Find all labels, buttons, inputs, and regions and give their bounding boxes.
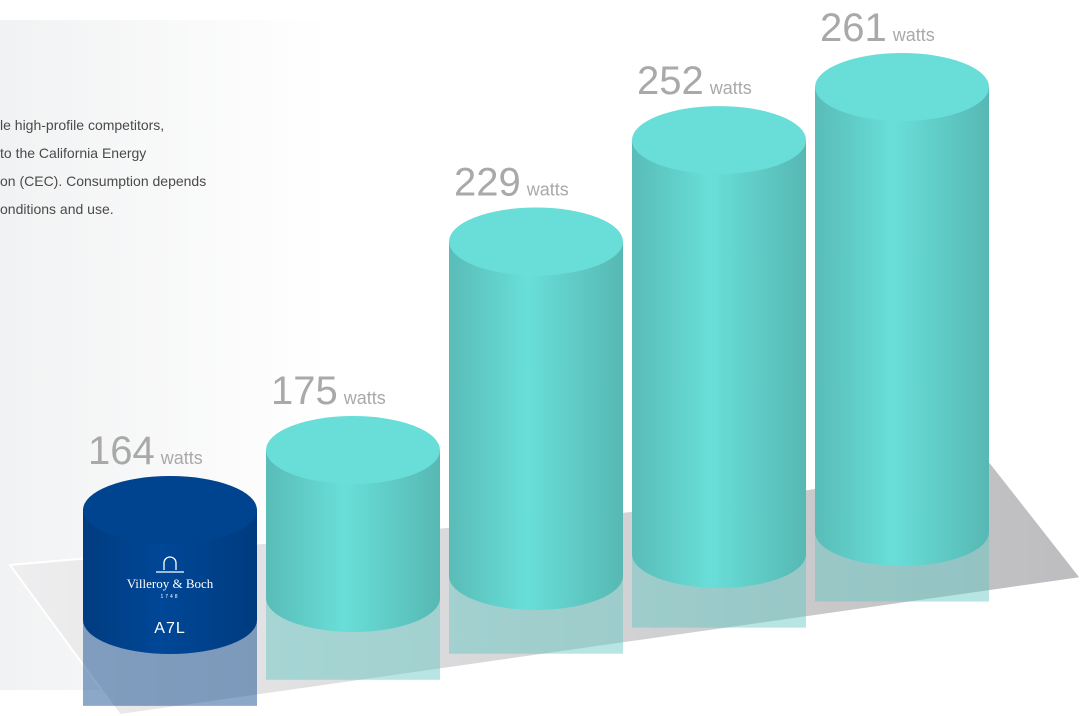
bar bbox=[815, 87, 989, 566]
brand-name: Villeroy & Boch bbox=[127, 576, 214, 591]
bar-top bbox=[83, 476, 257, 544]
value-number: 229 bbox=[454, 161, 521, 205]
bar-top bbox=[266, 416, 440, 485]
value-number: 175 bbox=[271, 369, 338, 413]
bar bbox=[83, 510, 257, 654]
value-unit: watts bbox=[892, 25, 935, 45]
value-label: 175 watts bbox=[271, 369, 386, 413]
bar bbox=[266, 450, 440, 632]
brand-year: 1748 bbox=[160, 594, 179, 600]
value-number: 252 bbox=[637, 59, 704, 103]
intro-text: le high-profile competitors, to the Cali… bbox=[0, 117, 206, 217]
category-label: A7L bbox=[154, 620, 185, 637]
value-label: 229 watts bbox=[454, 161, 569, 205]
intro-line: on (CEC). Consumption depends bbox=[0, 173, 206, 189]
brand-icon bbox=[156, 556, 184, 573]
value-unit: watts bbox=[709, 78, 752, 98]
value-label: 164 watts bbox=[88, 429, 203, 473]
bar-top bbox=[815, 53, 989, 121]
value-unit: watts bbox=[160, 448, 203, 468]
bar-top bbox=[632, 106, 806, 175]
bar bbox=[449, 241, 623, 611]
bar bbox=[632, 140, 806, 589]
value-label: 252 watts bbox=[637, 59, 752, 103]
value-label: 261 watts bbox=[820, 6, 935, 50]
value-unit: watts bbox=[343, 388, 386, 408]
value-number: 261 bbox=[820, 6, 887, 50]
intro-line: to the California Energy bbox=[0, 145, 146, 161]
bar-top bbox=[449, 207, 623, 276]
intro-line: le high-profile competitors, bbox=[0, 117, 164, 133]
intro-line: onditions and use. bbox=[0, 201, 114, 217]
value-unit: watts bbox=[526, 180, 569, 200]
value-number: 164 bbox=[88, 429, 155, 473]
